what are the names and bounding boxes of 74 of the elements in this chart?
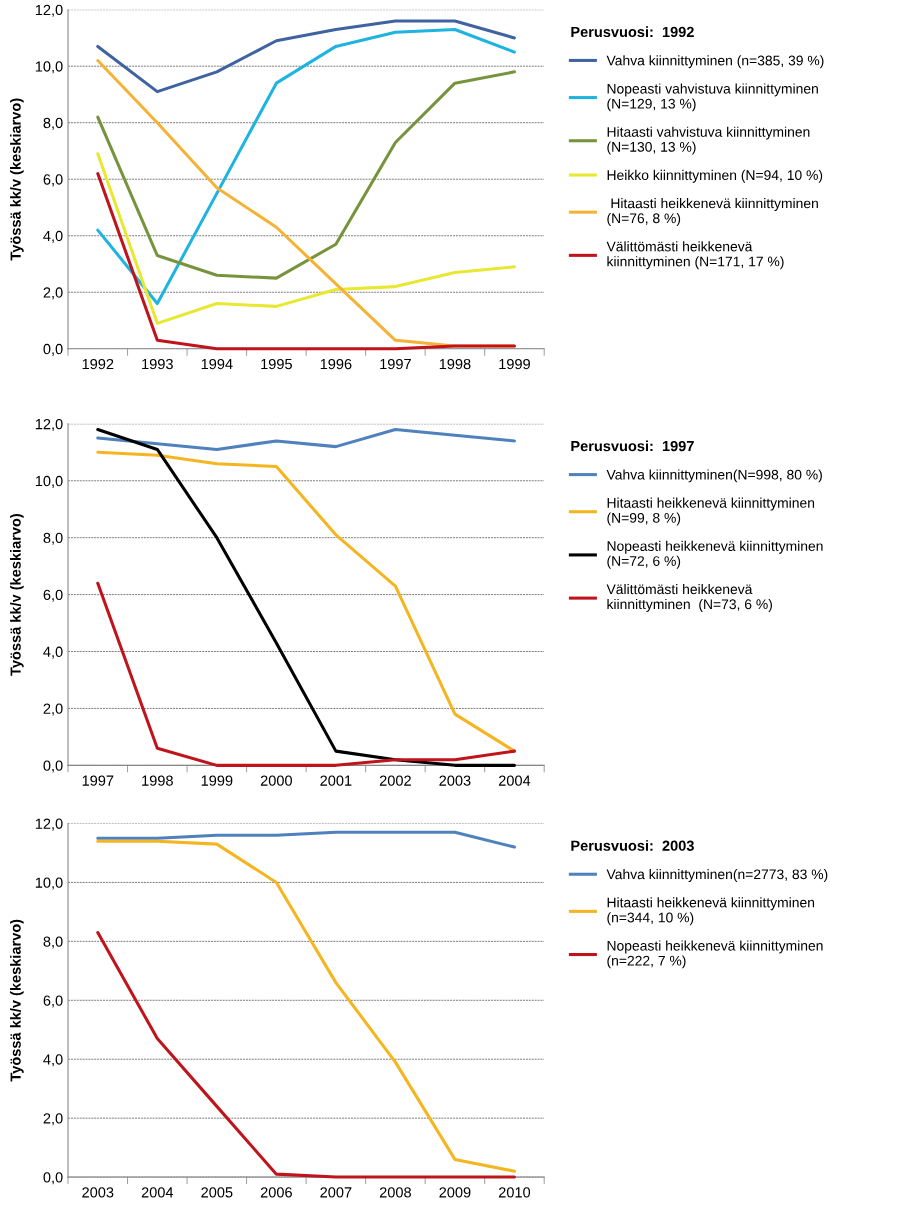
legend-title: Perusvuosi: 2003	[571, 840, 694, 851]
y-tick-label: 2,0	[43, 287, 63, 300]
line-series	[96, 172, 516, 351]
y-tick-label: 2,0	[43, 703, 63, 716]
x-tick-label: 2007	[320, 1187, 352, 1198]
y-tick-label: 6,0	[43, 589, 63, 602]
legend-label: Heikko kiinnittyminen (N=94, 10 %)	[607, 169, 823, 183]
y-tick-label: 12,0	[35, 4, 63, 17]
y-axis-title: Työssä kk/v (keskiarvo)	[10, 919, 24, 1082]
x-tick-label: 1996	[320, 358, 352, 370]
y-tick-label: 10,0	[35, 61, 63, 74]
x-tick-label: 2005	[201, 1187, 233, 1198]
x-tick-label: 1993	[142, 358, 173, 370]
y-tick-label: 8,0	[43, 532, 63, 545]
line-series	[96, 428, 516, 451]
x-tick-label: 1992	[82, 358, 114, 370]
x-tick-label: 2001	[320, 775, 352, 786]
x-tick-label: 2003	[439, 775, 471, 786]
line-series	[96, 27, 516, 306]
x-tick-label: 1995	[261, 358, 292, 370]
y-tick-label: 0,0	[43, 1172, 63, 1185]
legend-label: Nopeasti heikkenevä kiinnittyminen (n=222, 7 %)	[607, 940, 823, 969]
legend-label: Nopeasti heikkenevä kiinnittyminen (N=72, 6 %)	[607, 540, 823, 569]
y-tick-label: 10,0	[35, 877, 63, 890]
legend-title: Perusvuosi: 1992	[571, 26, 694, 38]
y-tick-label: 4,0	[43, 1054, 63, 1067]
y-tick-label: 0,0	[43, 760, 63, 773]
y-tick-label: 8,0	[43, 117, 63, 130]
y-axis-title: Työssä kk/v (keskiarvo)	[10, 513, 24, 676]
legend-label: Välittömästi heikkenevä kiinnittyminen (N=73, 6 %)	[606, 583, 772, 612]
line-series	[96, 19, 516, 94]
x-tick-label: 2003	[82, 1187, 114, 1198]
y-tick-label: 2,0	[43, 1113, 63, 1126]
line-series	[96, 70, 516, 280]
y-tick-label: 12,0	[35, 418, 63, 431]
x-tick-label: 1999	[201, 775, 233, 786]
legend-label: Hitaasti heikkenevä kiinnittyminen (N=99, 8 %)	[607, 497, 815, 526]
x-tick-label: 1997	[82, 775, 114, 786]
x-tick-label: 1998	[142, 775, 173, 786]
y-tick-label: 4,0	[43, 646, 63, 659]
y-tick-label: 10,0	[35, 475, 63, 488]
legend-title: Perusvuosi: 1997	[571, 440, 694, 452]
y-tick-label: 4,0	[43, 230, 63, 243]
legend-label: Hitaasti heikkenevä kiinnittyminen (n=344, 10 %)	[607, 897, 815, 926]
legend-label: Vahva kiinnittyminen(N=998, 80 %)	[606, 469, 822, 483]
x-tick-label: 1997	[380, 358, 411, 370]
x-tick-label: 1999	[499, 358, 530, 370]
x-tick-label: 2010	[498, 1187, 531, 1198]
line-series	[96, 581, 516, 767]
x-tick-label: 2004	[141, 1187, 174, 1198]
x-tick-label: 1998	[439, 358, 471, 370]
y-axis-title: Työssä kk/v (keskiarvo)	[10, 98, 24, 261]
y-tick-label: 12,0	[35, 818, 63, 831]
line-series	[96, 839, 516, 1173]
line-series	[96, 930, 516, 1179]
line-series	[96, 830, 516, 849]
x-tick-label: 2000	[260, 775, 292, 786]
x-tick-label: 2002	[379, 775, 411, 786]
y-tick-label: 6,0	[43, 995, 63, 1008]
legend-label: Vahva kiinnittyminen(n=2773, 83 %)	[606, 869, 828, 882]
line-series	[96, 152, 516, 325]
y-tick-label: 8,0	[43, 936, 63, 949]
legend-label: Vahva kiinnittyminen (n=385, 39 %)	[606, 55, 824, 69]
legend-label: Hitaasti heikkenevä kiinnittyminen (N=76, 8 %)	[607, 198, 818, 226]
legend-label: Nopeasti vahvistuva kiinnittyminen (N=129, 13 %)	[607, 83, 818, 112]
x-tick-label: 2008	[379, 1187, 411, 1198]
legend-label: Välittömästi heikkenevä kiinnittyminen (N=171, 17 %)	[606, 241, 784, 270]
y-tick-label: 6,0	[43, 174, 63, 187]
x-tick-label: 2009	[439, 1187, 471, 1198]
x-tick-label: 1994	[201, 358, 233, 370]
x-tick-label: 2004	[498, 775, 531, 786]
legend-label: Hitaasti vahvistuva kiinnittyminen (N=130, 13 %)	[607, 126, 810, 155]
y-tick-label: 0,0	[43, 343, 63, 356]
x-tick-label: 2006	[260, 1187, 292, 1198]
